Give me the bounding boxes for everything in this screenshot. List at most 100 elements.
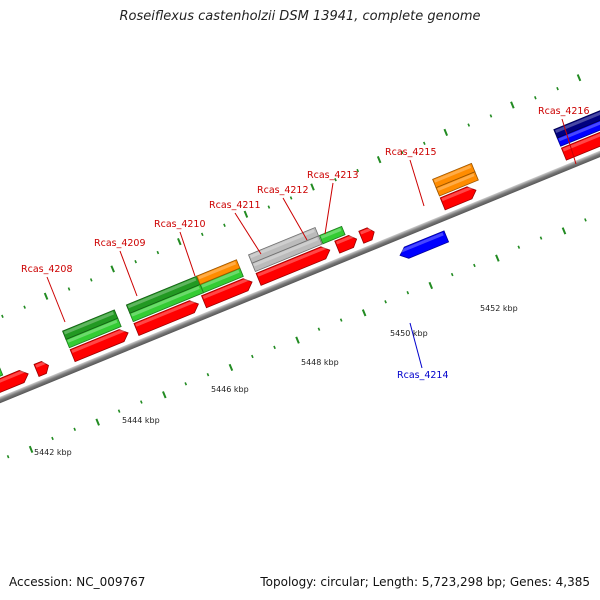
tick-mark [339, 318, 343, 322]
feature-highlight [336, 234, 354, 245]
tick-mark [134, 259, 137, 264]
tick-mark [162, 391, 167, 399]
tick-mark [376, 156, 382, 164]
tick-mark [140, 400, 143, 404]
leader-line [409, 322, 423, 369]
tick-mark [489, 114, 493, 118]
leader-line [409, 159, 425, 207]
scale-label: 5444 kbp [122, 416, 160, 425]
tick-mark [177, 237, 182, 246]
feature-highlight [202, 277, 250, 300]
scale-label: 5448 kbp [301, 358, 339, 367]
tick-mark [243, 210, 249, 218]
gene-label: Rcas_4213 [307, 170, 359, 181]
feature-highlight [562, 121, 600, 152]
gene-feature [560, 121, 600, 161]
gene-feature [255, 246, 331, 286]
feature-highlight [433, 165, 472, 183]
feature-highlight [35, 361, 46, 368]
tick-mark [89, 278, 93, 282]
gene-feature [553, 100, 600, 139]
gene-label: Rcas_4216 [538, 106, 590, 117]
label-leader-lines [46, 118, 577, 369]
gene-feature [62, 309, 119, 340]
tick-mark [510, 101, 515, 109]
tick-mark [584, 218, 587, 222]
tick-mark [443, 128, 449, 136]
gene-feature [0, 366, 4, 392]
feature-highlight [0, 369, 26, 397]
feature-highlight [197, 261, 237, 280]
tick-mark [67, 287, 71, 291]
gene-features [0, 100, 600, 406]
feature-highlight [63, 311, 115, 335]
feature-highlight [437, 173, 475, 191]
tick-mark [473, 263, 476, 268]
tick-mark [156, 250, 160, 255]
gene-label: Rcas_4211 [209, 200, 261, 211]
feature-highlight [320, 228, 342, 239]
feature-highlight [399, 232, 444, 254]
leader-line [234, 212, 262, 255]
tick-mark [223, 223, 226, 227]
feature-highlight [441, 185, 474, 202]
gene-feature [196, 259, 241, 285]
tick-mark [310, 183, 315, 191]
gene-feature [334, 234, 358, 254]
tick-mark [467, 123, 471, 127]
gene-feature [0, 370, 29, 406]
tick-mark [206, 373, 210, 377]
tick-mark [428, 281, 434, 290]
gene-feature [432, 162, 476, 189]
gene-label: Rcas_4212 [257, 185, 309, 196]
tick-mark [423, 141, 426, 145]
tick-mark [356, 168, 360, 173]
tick-mark [51, 436, 54, 441]
tick-mark [361, 309, 367, 317]
tick-mark [295, 336, 300, 344]
scale-label: 5452 kbp [480, 304, 518, 313]
tick-mark [450, 272, 454, 277]
genome-title: Roseiflexus castenholzii DSM 13941, comp… [119, 9, 481, 24]
feature-highlight [135, 299, 196, 327]
leader-line [282, 197, 308, 241]
outer-tick-track [1, 74, 582, 319]
tick-mark [6, 454, 10, 459]
tick-mark [43, 292, 49, 300]
tick-mark [517, 245, 521, 249]
tick-mark [400, 150, 404, 155]
gene-feature [399, 230, 450, 259]
tick-mark [1, 314, 4, 319]
topology-text: Topology: circular; Length: 5,723,298 bp… [260, 575, 590, 589]
scale-label: 5442 kbp [34, 448, 72, 457]
tick-mark [73, 427, 77, 432]
gene-feature [556, 108, 600, 147]
tick-mark [117, 409, 121, 413]
gene-feature [439, 186, 477, 211]
tick-mark [495, 254, 500, 262]
gene-label: Rcas_4210 [154, 219, 206, 230]
leader-line [119, 250, 138, 297]
feature-highlight [253, 237, 319, 267]
feature-highlight [558, 111, 600, 142]
feature-highlight [249, 229, 315, 259]
feature-highlight [201, 269, 240, 288]
tick-mark [576, 74, 582, 82]
accession-text: Accession: NC_009767 [9, 575, 146, 589]
tick-mark [539, 236, 543, 240]
gene-feature [69, 329, 129, 363]
gene-label: Rcas_4208 [21, 264, 73, 275]
leader-line [179, 231, 196, 277]
scale-labels: 5442 kbp 5444 kbp 5446 kbp 5448 kbp 5450 kbp… [34, 304, 518, 457]
gene-label: Rcas_4214 [397, 370, 449, 381]
tick-mark [561, 227, 567, 235]
tick-mark [23, 305, 26, 309]
gene-label: Rcas_4209 [94, 238, 146, 249]
feature-highlight [131, 286, 200, 317]
tick-mark [384, 300, 387, 304]
leader-line [561, 118, 577, 165]
feature-highlight [257, 245, 328, 277]
tick-mark [184, 382, 188, 386]
